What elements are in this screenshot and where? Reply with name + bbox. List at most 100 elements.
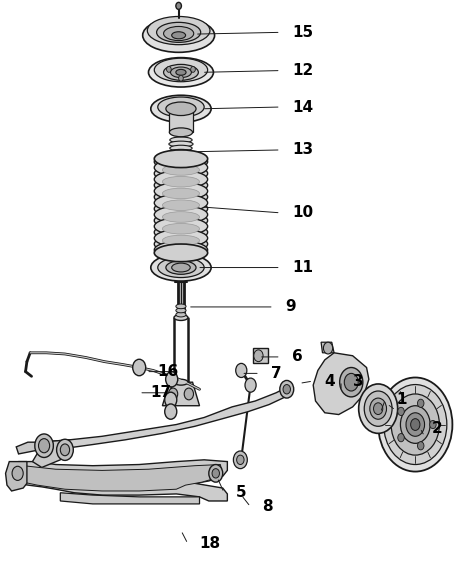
Circle shape [282, 385, 290, 394]
Circle shape [35, 434, 53, 457]
Circle shape [417, 399, 423, 407]
Circle shape [358, 384, 397, 433]
Text: 14: 14 [292, 99, 313, 115]
Ellipse shape [162, 200, 199, 211]
Circle shape [417, 442, 423, 450]
Text: 6: 6 [292, 349, 302, 365]
Ellipse shape [162, 206, 199, 216]
Ellipse shape [150, 254, 211, 281]
Ellipse shape [162, 229, 199, 240]
Text: 15: 15 [292, 25, 313, 40]
Ellipse shape [154, 223, 207, 241]
Circle shape [212, 469, 219, 478]
Ellipse shape [154, 200, 207, 218]
Text: 12: 12 [292, 63, 313, 78]
Ellipse shape [154, 244, 207, 262]
Circle shape [400, 406, 429, 443]
Circle shape [279, 380, 293, 398]
Ellipse shape [162, 188, 199, 199]
Ellipse shape [171, 263, 190, 272]
Polygon shape [32, 440, 69, 467]
Polygon shape [60, 493, 199, 504]
Circle shape [164, 392, 176, 407]
Text: 7: 7 [271, 366, 282, 381]
Ellipse shape [156, 22, 200, 42]
Circle shape [38, 439, 50, 453]
Ellipse shape [162, 241, 199, 252]
Circle shape [166, 66, 171, 72]
Circle shape [165, 372, 177, 387]
Circle shape [323, 342, 332, 354]
Circle shape [397, 407, 403, 416]
Ellipse shape [170, 67, 191, 78]
Text: 2: 2 [431, 420, 441, 436]
Ellipse shape [166, 102, 195, 116]
Ellipse shape [154, 241, 207, 259]
Circle shape [390, 394, 438, 455]
Circle shape [56, 439, 73, 460]
Ellipse shape [175, 304, 186, 309]
Ellipse shape [154, 206, 207, 223]
Ellipse shape [154, 188, 207, 206]
Ellipse shape [162, 176, 199, 187]
Circle shape [253, 350, 263, 362]
Text: 17: 17 [150, 385, 172, 400]
Circle shape [184, 388, 193, 400]
Polygon shape [252, 348, 268, 363]
Polygon shape [162, 382, 199, 406]
Ellipse shape [162, 171, 199, 181]
Ellipse shape [175, 308, 186, 313]
Ellipse shape [148, 58, 213, 87]
Ellipse shape [169, 158, 193, 163]
Ellipse shape [162, 159, 199, 169]
Ellipse shape [169, 137, 192, 143]
Ellipse shape [166, 261, 195, 274]
Circle shape [60, 444, 69, 456]
Polygon shape [320, 342, 333, 353]
Circle shape [12, 466, 23, 480]
Ellipse shape [157, 97, 204, 117]
Ellipse shape [162, 247, 199, 258]
Circle shape [429, 420, 435, 429]
Ellipse shape [154, 218, 207, 235]
Ellipse shape [154, 212, 207, 229]
Ellipse shape [143, 18, 214, 52]
Ellipse shape [162, 194, 199, 205]
Ellipse shape [154, 176, 207, 194]
Text: 1: 1 [396, 392, 407, 407]
Ellipse shape [154, 235, 207, 253]
Circle shape [363, 391, 391, 426]
Polygon shape [39, 387, 287, 450]
Ellipse shape [154, 58, 207, 82]
Ellipse shape [150, 95, 211, 122]
Circle shape [236, 455, 244, 465]
Text: 18: 18 [199, 536, 220, 552]
Ellipse shape [171, 32, 185, 39]
Circle shape [175, 2, 181, 9]
Ellipse shape [162, 235, 199, 246]
Text: 13: 13 [292, 142, 313, 158]
Circle shape [244, 378, 256, 392]
Ellipse shape [163, 26, 194, 41]
Text: 16: 16 [157, 364, 179, 379]
Circle shape [164, 404, 176, 419]
Polygon shape [6, 462, 27, 491]
Text: 5: 5 [235, 485, 246, 500]
Polygon shape [13, 465, 221, 491]
Circle shape [233, 451, 247, 469]
Text: 10: 10 [292, 205, 313, 220]
Circle shape [373, 403, 382, 415]
Circle shape [405, 413, 424, 436]
Circle shape [397, 433, 403, 442]
Bar [169, 109, 192, 132]
Ellipse shape [162, 218, 199, 228]
Ellipse shape [154, 171, 207, 188]
Ellipse shape [163, 64, 198, 80]
Text: 3: 3 [352, 373, 363, 389]
Ellipse shape [174, 379, 188, 385]
Ellipse shape [154, 150, 207, 168]
Ellipse shape [154, 153, 207, 171]
Ellipse shape [162, 165, 199, 175]
Ellipse shape [162, 182, 199, 193]
Circle shape [377, 377, 451, 472]
